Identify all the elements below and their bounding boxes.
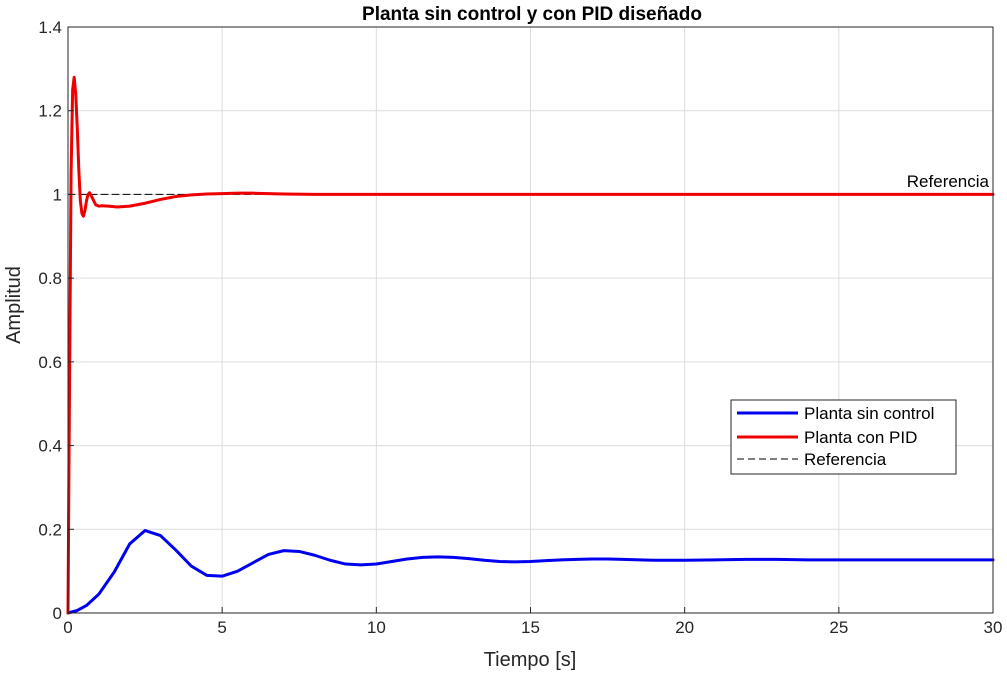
y-axis-label: Amplitud xyxy=(3,266,25,344)
x-tick-label: 20 xyxy=(675,618,694,637)
x-tick-label: 5 xyxy=(217,618,226,637)
chart-title: Planta sin control y con PID diseñado xyxy=(362,4,702,25)
y-tick-label: 1.2 xyxy=(38,102,62,121)
y-tick-label: 1 xyxy=(53,185,62,204)
series-lines xyxy=(66,75,995,615)
legend-label-planta-sin-control: Planta sin control xyxy=(804,404,934,423)
y-tick-label: 0.4 xyxy=(38,437,62,456)
y-tick-label: 0.2 xyxy=(38,520,62,539)
series-line-planta-sin-control xyxy=(66,529,995,615)
y-tick-label: 0 xyxy=(53,604,62,623)
axis-ticks: 0 5 10 15 20 25 30 0 0.2 0.4 0.6 0.8 1 1.2 1.4 xyxy=(38,18,1002,637)
legend-label-planta-con-pid: Planta con PID xyxy=(804,428,917,447)
reference-annotation: Referencia xyxy=(907,172,990,191)
x-tick-label: 10 xyxy=(367,618,386,637)
x-tick-label: 30 xyxy=(984,618,1003,637)
x-tick-label: 15 xyxy=(521,618,540,637)
legend: Planta sin control Planta con PID Refere… xyxy=(730,399,957,475)
x-axis-label: Tiempo [s] xyxy=(484,649,577,671)
y-tick-label: 0.6 xyxy=(38,353,62,372)
legend-label-referencia: Referencia xyxy=(804,450,887,469)
y-tick-label: 1.4 xyxy=(38,18,62,37)
series-line-planta-con-pid xyxy=(66,75,995,615)
y-tick-label: 0.8 xyxy=(38,269,62,288)
x-tick-label: 0 xyxy=(63,618,72,637)
x-tick-label: 25 xyxy=(829,618,848,637)
